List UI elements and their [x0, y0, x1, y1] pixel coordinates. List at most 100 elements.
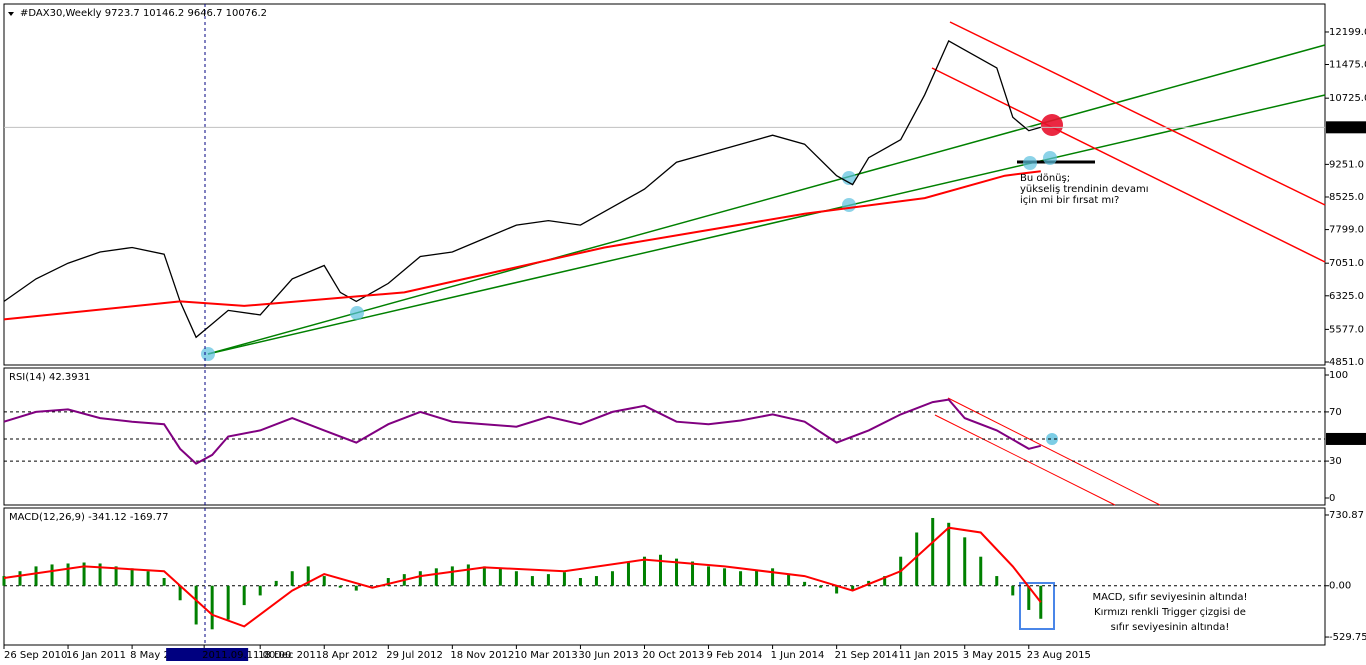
histogram-bar — [787, 574, 791, 586]
current-label: 48.0000 — [1328, 434, 1366, 445]
annotation: Bu dönüş; — [1020, 173, 1070, 184]
histogram-bar — [82, 562, 86, 586]
histogram-bar — [434, 568, 438, 586]
histogram-bar — [931, 517, 935, 586]
crosshair-badge — [166, 648, 249, 661]
highlight — [350, 306, 364, 320]
x-tick-label: 8 Apr 2012 — [322, 650, 377, 661]
x-tick-label: 23 Aug 2015 — [1027, 650, 1091, 661]
rsi-channel — [934, 414, 1116, 506]
macd-panel — [3, 507, 1326, 646]
highlight — [842, 198, 856, 212]
current-label: 10076.2 — [1328, 122, 1366, 133]
y-tick-label: 730.87 — [1329, 510, 1364, 521]
x-tick-label: 18 Nov 2012 — [450, 650, 514, 661]
histogram-bar — [498, 568, 502, 586]
y-tick-label: 9251.0 — [1329, 159, 1364, 170]
histogram-bar — [290, 571, 294, 586]
y-tick-label: 30 — [1329, 456, 1342, 467]
y-tick-label: 8525.0 — [1329, 192, 1364, 203]
histogram-bar — [562, 572, 566, 586]
histogram-bar — [947, 522, 951, 586]
histogram-bar — [2, 576, 6, 586]
y-tick-label: 0.00 — [1329, 581, 1351, 592]
highlight — [842, 171, 856, 185]
rsi-panel — [3, 367, 1326, 506]
histogram-bar — [658, 554, 662, 586]
histogram-bar — [18, 571, 22, 586]
histogram-bar — [514, 571, 518, 586]
histogram-bar — [162, 578, 166, 586]
trend-line — [207, 44, 1326, 355]
x-tick-label: 16 Jan 2011 — [66, 650, 126, 661]
histogram-bar — [963, 537, 967, 586]
y-tick-label: -529.75 — [1329, 632, 1366, 643]
histogram-bar — [1027, 585, 1031, 610]
trend-line — [207, 94, 1326, 355]
annotation: MACD, sıfır seviyesinin altında! — [1092, 592, 1247, 603]
macd-box — [1019, 582, 1055, 630]
channel-line — [931, 67, 1326, 263]
x-tick-label: 1 Jun 2014 — [771, 650, 825, 661]
histogram-bar — [114, 566, 118, 586]
histogram-bar — [66, 563, 70, 586]
histogram-bar — [130, 568, 134, 586]
histogram-bar — [915, 532, 919, 586]
y-tick-label: 7799.0 — [1329, 225, 1364, 236]
histogram-bar — [178, 585, 182, 601]
x-tick-label: 29 Jul 2012 — [386, 650, 443, 661]
histogram-bar — [354, 585, 358, 591]
histogram-bar — [530, 576, 534, 586]
histogram-bar — [707, 566, 711, 586]
histogram-bar — [626, 561, 630, 586]
current-badge — [1326, 121, 1366, 134]
x-tick-label: 9 Feb 2014 — [707, 650, 763, 661]
series-line — [3, 398, 1042, 465]
histogram-bar — [979, 556, 983, 586]
histogram-bar — [642, 556, 646, 586]
histogram-bar — [258, 585, 262, 596]
rsi-channel — [947, 397, 1161, 506]
histogram-bar — [546, 574, 550, 586]
annotation: Kırmızı renkli Trigger çizgisi de — [1094, 607, 1246, 618]
histogram-bar — [1039, 585, 1043, 619]
annotation: için mi bir fırsat mı? — [1020, 195, 1119, 206]
current-badge — [1326, 432, 1366, 445]
histogram-bar — [146, 571, 150, 586]
highlight — [1046, 433, 1058, 445]
histogram-bar — [194, 585, 198, 625]
y-tick-label: 70 — [1329, 407, 1342, 418]
panel-title: RSI(14) 42.3931 — [9, 372, 90, 383]
highlight — [201, 347, 215, 361]
x-tick-label: 20 Oct 2013 — [642, 650, 704, 661]
histogram-bar — [819, 585, 823, 588]
x-tick-label: 10 Mar 2013 — [514, 650, 577, 661]
y-tick-label: 5577.0 — [1329, 324, 1364, 335]
histogram-bar — [306, 566, 310, 586]
histogram-bar — [755, 570, 759, 586]
x-tick-label: 11 Jan 2015 — [899, 650, 959, 661]
histogram-bar — [771, 568, 775, 586]
histogram-bar — [851, 585, 855, 591]
y-tick-label: 0 — [1329, 493, 1335, 504]
series-line — [3, 526, 1042, 628]
x-tick-label: 30 Jun 2013 — [578, 650, 638, 661]
histogram-bar — [610, 571, 614, 586]
histogram-bar — [995, 576, 999, 586]
highlight — [1023, 156, 1037, 170]
histogram-bar — [482, 566, 486, 586]
histogram-bar — [210, 585, 214, 630]
histogram-bar — [739, 571, 743, 586]
histogram-bar — [675, 558, 679, 586]
y-tick-label: 100 — [1329, 370, 1348, 381]
annotation: yükseliş trendinin devamı — [1020, 184, 1148, 195]
x-tick-label: 18 Dec 2011 — [258, 650, 322, 661]
histogram-bar — [883, 576, 887, 586]
histogram-bar — [691, 561, 695, 586]
histogram-bar — [34, 566, 38, 586]
histogram-bar — [338, 585, 342, 588]
y-tick-label: 12199.0 — [1329, 27, 1366, 38]
y-tick-label: 6325.0 — [1329, 291, 1364, 302]
signal-dot — [1041, 114, 1063, 136]
